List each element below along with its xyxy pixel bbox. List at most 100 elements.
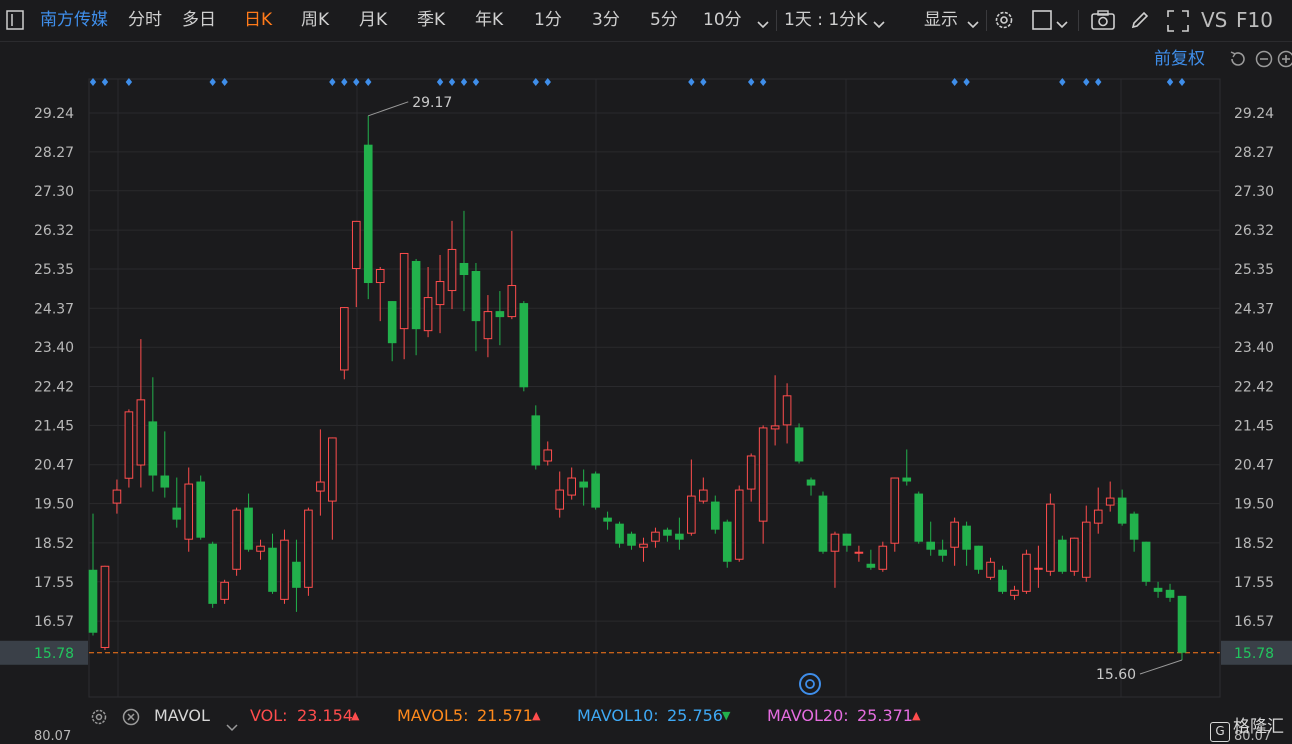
candle-body-down [663,530,672,536]
at-sign-icon [800,674,820,694]
fullscreen-icon[interactable] [1167,10,1189,36]
candle-body-up [424,298,432,331]
layout-square-icon[interactable] [1032,10,1052,34]
candle-body-up [113,490,121,503]
tab-quarterly-k[interactable]: 季K [417,0,445,41]
candle-body-down [914,494,923,542]
y-tick-label-left: 21.45 [34,418,74,434]
camera-icon[interactable] [1091,10,1115,34]
candle-body-down [902,478,911,482]
tab-3min[interactable]: 3分 [592,0,620,41]
interval-chevron-icon[interactable] [873,15,885,34]
tab-1min[interactable]: 1分 [534,0,562,41]
sidebar-toggle-icon[interactable] [6,10,24,34]
candle-body-down [196,482,205,538]
candle-body-down [579,482,588,488]
candle-body-up [400,253,408,328]
candle-body-up [747,456,755,489]
candle-body-down [388,301,397,343]
candle-body-up [101,566,109,647]
candle-body-down [460,263,469,275]
candle-body-up [1070,538,1078,571]
candle-body-down [807,480,816,486]
candle-body-down [364,145,373,283]
y-tick-label-left: 20.47 [34,458,74,474]
candle-body-up [329,438,337,501]
mavol20-label: MAVOL20: [767,701,849,731]
interval-select[interactable]: 1天 : 1分K [784,0,867,41]
y-tick-label-right: 27.30 [1234,184,1274,200]
candle-body-down [843,534,852,546]
candle-body-up [556,490,564,509]
candle-body-up [879,546,887,569]
candle-body-up [1035,568,1043,569]
y-tick-label-right: 23.40 [1234,340,1274,356]
min-label-leader [1140,660,1182,674]
max-label-leader [368,102,408,116]
candle-body-up [759,428,767,521]
layout-chevron-icon[interactable] [1056,15,1068,34]
candle-body-up [221,582,229,599]
vs-compare-button[interactable]: VS [1201,0,1227,41]
tab-intraday[interactable]: 分时 [128,0,162,41]
y-tick-label-right: 17.55 [1234,575,1274,591]
indicator-select[interactable]: MAVOL [154,701,210,731]
display-chevron-icon[interactable] [967,15,979,34]
candle-body-up [1023,554,1031,591]
tab-10min[interactable]: 10分 [703,0,742,41]
candle-body-down [160,476,169,488]
candle-body-up [137,400,145,465]
candle-body-down [938,550,947,556]
f10-button[interactable]: F10 [1236,0,1273,41]
candle-body-up [436,282,444,305]
candle-body-up [735,490,743,559]
candle-body-up [352,221,360,268]
toolbar: 南方传媒 分时 多日 日K 周K 月K 季K 年K 1分 3分 5分 10分 1… [0,0,1292,42]
candle-body-down [1142,542,1151,582]
y-tick-label-left: 18.52 [34,536,74,552]
candle-body-up [987,562,995,577]
y-tick-label-right: 24.37 [1234,301,1274,317]
candle-body-up [448,249,456,290]
y-tick-label-left: 16.57 [34,614,74,630]
at-sign-icon-inner [806,680,814,688]
tab-yearly-k[interactable]: 年K [475,0,503,41]
candle-body-down [89,570,98,633]
y-tick-label-left: 27.30 [34,184,74,200]
candle-body-up [544,450,552,461]
candle-body-down [1178,596,1187,653]
plot-frame [89,79,1220,697]
tab-multi-day[interactable]: 多日 [182,0,216,41]
candle-body-down [496,311,505,317]
candle-body-up [652,532,660,541]
candle-body-down [603,518,612,522]
pencil-icon[interactable] [1130,10,1150,34]
candle-body-up [568,478,576,495]
tab-5min[interactable]: 5分 [650,0,678,41]
y-tick-label-left: 26.32 [34,223,74,239]
candle-body-down [974,546,983,570]
vol-up-arrow-icon: ▲ [351,701,359,731]
candle-body-up [688,496,696,533]
y-tick-label-right: 16.57 [1234,614,1274,630]
candle-body-down [1166,590,1175,598]
stock-name[interactable]: 南方传媒 [40,0,108,41]
candle-body-up [771,426,779,429]
more-periods-chevron-icon[interactable] [757,15,769,34]
tab-monthly-k[interactable]: 月K [359,0,387,41]
gear-icon[interactable] [993,9,1015,35]
current-price-label-right: 15.78 [1234,646,1274,662]
candle-body-up [831,534,839,551]
candle-body-down [531,415,540,465]
candle-body-up [233,510,241,569]
display-menu[interactable]: 显示 [924,0,958,41]
candle-body-up [1094,510,1102,523]
tab-daily-k[interactable]: 日K [244,0,272,41]
y-tick-label-right: 29.24 [1234,106,1274,122]
tab-weekly-k[interactable]: 周K [301,0,329,41]
mavol5-up-arrow-icon: ▲ [532,701,540,731]
mavol5-value: 21.571 [477,701,533,731]
max-price-label: 29.17 [412,95,452,111]
